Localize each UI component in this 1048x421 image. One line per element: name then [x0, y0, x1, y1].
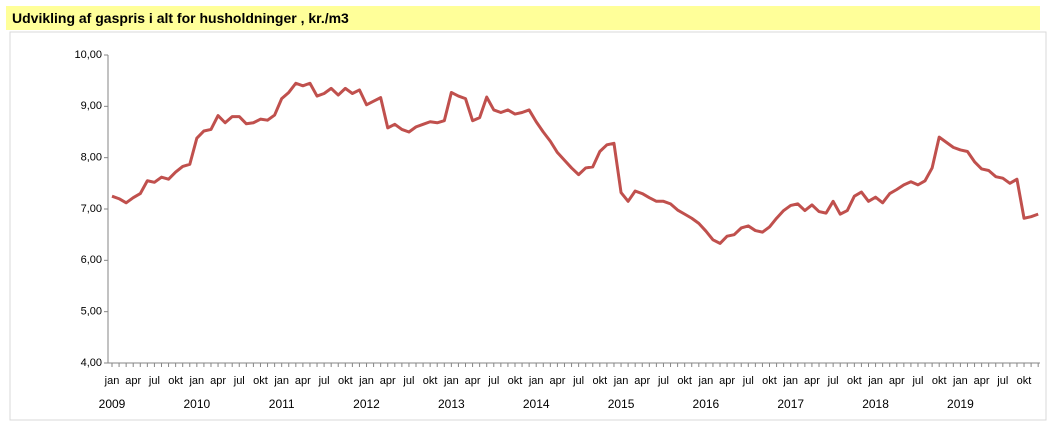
x-tick-label: okt	[253, 375, 268, 387]
y-tick-label: 9,00	[81, 100, 102, 112]
x-tick-label: jul	[827, 375, 839, 387]
year-label: 2017	[777, 397, 804, 411]
x-tick-label: jul	[487, 375, 499, 387]
x-tick-label: jan	[613, 375, 629, 387]
y-tick-label: 5,00	[81, 306, 102, 318]
x-tick-label: jan	[867, 375, 883, 387]
x-tick-label: apr	[889, 375, 905, 387]
x-tick-label: jul	[911, 375, 923, 387]
y-tick-label: 4,00	[81, 357, 102, 369]
year-label: 2010	[183, 397, 210, 411]
y-tick-label: 10,00	[74, 49, 102, 61]
x-tick-label: jan	[443, 375, 459, 387]
year-label: 2009	[99, 397, 126, 411]
x-tick-label: jul	[657, 375, 669, 387]
line-series	[111, 81, 1039, 245]
x-tick-label: jul	[402, 375, 414, 387]
x-tick-label: apr	[380, 375, 396, 387]
x-tick-label: apr	[125, 375, 141, 387]
x-tick-label: jul	[233, 375, 245, 387]
x-tick-label: okt	[338, 375, 353, 387]
x-tick-label: apr	[634, 375, 650, 387]
x-tick-label: jan	[104, 375, 120, 387]
x-tick-label: okt	[592, 375, 607, 387]
year-label: 2012	[353, 397, 380, 411]
x-tick-label: apr	[465, 375, 481, 387]
x-tick-label: okt	[508, 375, 523, 387]
x-tick-label: okt	[677, 375, 692, 387]
x-tick-label: apr	[719, 375, 735, 387]
x-tick-label: jul	[996, 375, 1008, 387]
year-label: 2011	[269, 397, 295, 411]
y-tick-label: 8,00	[81, 152, 102, 164]
x-tick-label: apr	[974, 375, 990, 387]
year-label: 2018	[862, 397, 889, 411]
year-label: 2014	[523, 397, 550, 411]
x-tick-label: okt	[762, 375, 777, 387]
y-tick-label: 6,00	[81, 254, 102, 266]
year-label: 2015	[608, 397, 635, 411]
x-tick-label: okt	[168, 375, 183, 387]
x-tick-label: okt	[423, 375, 438, 387]
x-tick-label: jan	[952, 375, 968, 387]
y-tick-label: 7,00	[81, 203, 102, 215]
x-tick-label: okt	[847, 375, 862, 387]
x-tick-label: jul	[742, 375, 754, 387]
x-tick-label: jan	[698, 375, 714, 387]
year-label: 2013	[438, 397, 465, 411]
x-tick-label: jan	[782, 375, 798, 387]
x-tick-label: jan	[528, 375, 544, 387]
year-label: 2019	[947, 397, 974, 411]
x-tick-label: okt	[932, 375, 947, 387]
x-tick-label: jan	[273, 375, 289, 387]
x-tick-label: jul	[318, 375, 330, 387]
x-tick-label: apr	[295, 375, 311, 387]
x-tick-label: apr	[804, 375, 820, 387]
x-tick-label: apr	[549, 375, 565, 387]
x-tick-label: apr	[210, 375, 226, 387]
x-tick-label: okt	[1017, 375, 1032, 387]
chart-title: Udvikling af gaspris i alt for husholdni…	[6, 6, 1040, 30]
x-tick-label: jan	[358, 375, 374, 387]
chart-border	[9, 31, 1047, 421]
x-tick-label: jul	[572, 375, 584, 387]
x-tick-label: jan	[188, 375, 204, 387]
x-tick-label: jul	[148, 375, 160, 387]
year-label: 2016	[693, 397, 720, 411]
